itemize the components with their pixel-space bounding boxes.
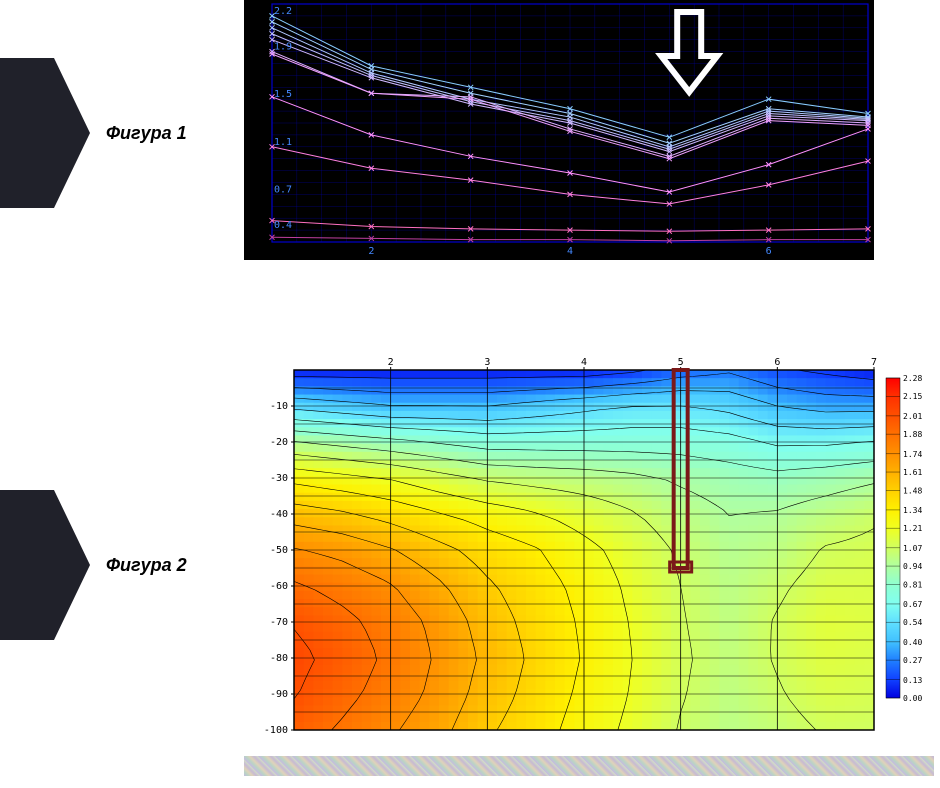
- svg-text:1.21: 1.21: [903, 524, 922, 533]
- svg-text:0.4: 0.4: [274, 220, 292, 231]
- svg-text:-10: -10: [270, 401, 288, 412]
- svg-text:0.67: 0.67: [903, 600, 922, 609]
- svg-text:2.28: 2.28: [903, 374, 922, 383]
- svg-text:0.7: 0.7: [274, 184, 292, 195]
- svg-text:1.34: 1.34: [903, 506, 922, 515]
- svg-text:-60: -60: [270, 581, 288, 592]
- svg-text:2.15: 2.15: [903, 392, 922, 401]
- svg-text:0.54: 0.54: [903, 618, 922, 627]
- label-arrow-shape: [0, 490, 90, 640]
- figure2-label-block: Фигура 2: [0, 490, 187, 640]
- svg-text:-100: -100: [264, 725, 288, 736]
- svg-text:-50: -50: [270, 545, 288, 556]
- svg-text:1.74: 1.74: [903, 450, 922, 459]
- svg-text:-90: -90: [270, 689, 288, 700]
- svg-text:2: 2: [368, 246, 374, 257]
- figure2-label: Фигура 2: [106, 555, 187, 576]
- figure1-chart: 0.4 0.7 1.1 1.5 1.9 2.2 2 4 6: [244, 0, 874, 260]
- svg-text:5: 5: [678, 357, 684, 368]
- label-arrow-shape: [0, 58, 90, 208]
- figure1-label: Фигура 1: [106, 123, 187, 144]
- svg-text:-30: -30: [270, 473, 288, 484]
- svg-text:2.01: 2.01: [903, 412, 922, 421]
- svg-text:1.88: 1.88: [903, 430, 922, 439]
- svg-text:7: 7: [871, 357, 877, 368]
- svg-text:1.07: 1.07: [903, 544, 922, 553]
- svg-text:0.94: 0.94: [903, 562, 922, 571]
- svg-text:4: 4: [581, 357, 587, 368]
- svg-text:6: 6: [774, 357, 780, 368]
- svg-text:1.61: 1.61: [903, 468, 922, 477]
- svg-text:2.2: 2.2: [274, 6, 292, 17]
- figure1-label-block: Фигура 1: [0, 58, 187, 208]
- svg-text:3: 3: [484, 357, 490, 368]
- svg-text:0.13: 0.13: [903, 676, 922, 685]
- svg-text:-20: -20: [270, 437, 288, 448]
- svg-text:1.5: 1.5: [274, 89, 292, 100]
- svg-text:0.27: 0.27: [903, 656, 922, 665]
- svg-text:1.48: 1.48: [903, 486, 922, 495]
- svg-text:2: 2: [388, 357, 394, 368]
- svg-text:0.81: 0.81: [903, 580, 922, 589]
- svg-text:4: 4: [567, 246, 573, 257]
- svg-text:6: 6: [766, 246, 772, 257]
- svg-text:-70: -70: [270, 617, 288, 628]
- svg-text:1.1: 1.1: [274, 137, 292, 148]
- svg-text:1.9: 1.9: [274, 42, 292, 53]
- svg-text:-80: -80: [270, 653, 288, 664]
- noise-strip: [244, 756, 934, 776]
- svg-text:-40: -40: [270, 509, 288, 520]
- figure2-chart: 2 3 4 5 6 7 -10 -20 -30 -40 -50 -60 -70 -80 -90 -100 2.2…: [244, 350, 934, 740]
- svg-text:0.00: 0.00: [903, 694, 922, 703]
- svg-text:0.40: 0.40: [903, 638, 922, 647]
